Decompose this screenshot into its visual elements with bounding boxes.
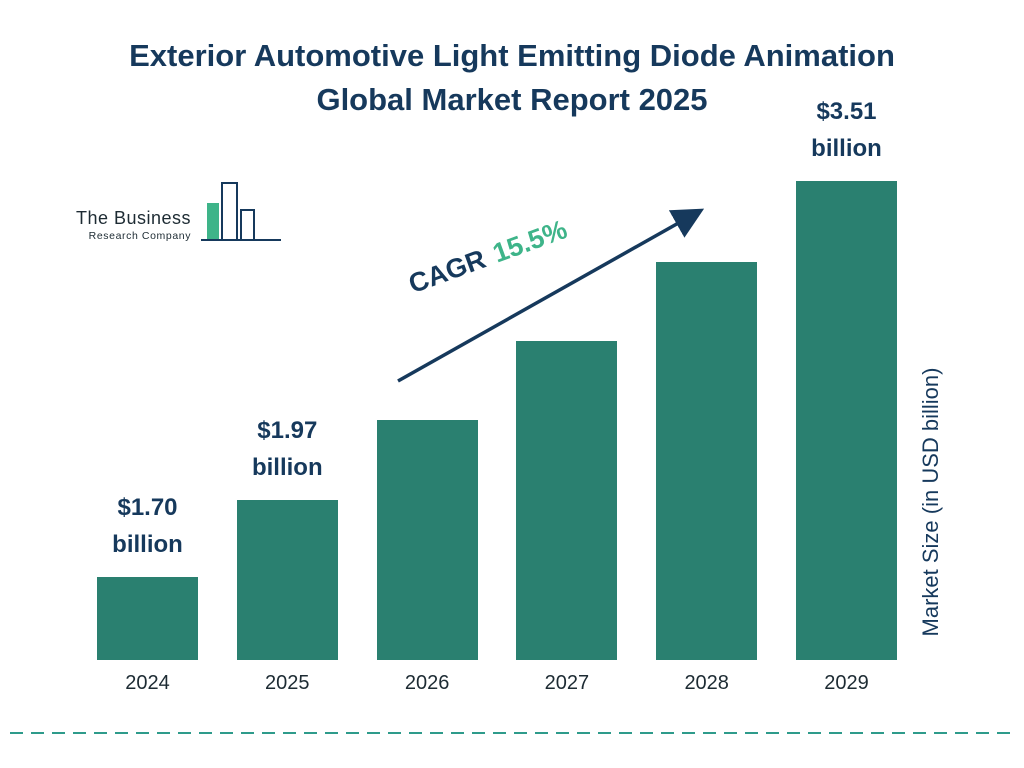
x-axis-label-2027: 2027	[544, 672, 590, 694]
bar-column-2029: $3.51 billion 2029	[795, 93, 897, 696]
bars-row: $1.70 billion 2024 $1.97 billion 2025 2026 2027…	[97, 93, 897, 696]
cagr-trend-arrow	[388, 196, 718, 396]
bar-column-2027: 2027	[516, 341, 618, 696]
bar-value-label-2025: $1.97 billion	[252, 412, 323, 486]
bar-column-2028: 2028	[656, 262, 758, 696]
bottom-dashed-line	[10, 732, 1014, 734]
page-title: Exterior Automotive Light Emitting Diode…	[0, 34, 1024, 122]
title-line2: Global Market Report 2025	[316, 82, 708, 118]
bar-value-amount: $3.51	[816, 97, 877, 125]
bar-2027	[516, 341, 618, 660]
x-axis-label-2026: 2026	[404, 672, 450, 694]
x-axis-label-2029: 2029	[824, 672, 869, 694]
bar-column-2026: 2026	[376, 420, 478, 696]
bar-value-unit: billion	[251, 453, 323, 481]
x-axis-label-2025: 2025	[265, 672, 310, 694]
bar-2028	[656, 262, 758, 660]
logo-text-line1: The Business	[76, 208, 192, 228]
company-logo: The Business Research Company	[76, 180, 283, 244]
x-axis-label-2028: 2028	[684, 672, 729, 694]
bar-value-amount: $1.70	[117, 493, 178, 521]
logo-bars-icon	[201, 182, 282, 241]
x-axis-label-2024: 2024	[125, 672, 170, 694]
bar-column-2024: $1.70 billion 2024	[97, 489, 198, 696]
bar-value-label-2029: $3.51 billion	[811, 93, 882, 167]
logo-text-line2: Research Company	[88, 230, 192, 242]
title-line1: Exterior Automotive Light Emitting Diode…	[129, 38, 895, 73]
y-axis-label: Market Size (in USD billion)	[918, 367, 943, 637]
bar-value-unit: billion	[811, 134, 882, 162]
bar-2025	[236, 500, 338, 660]
logo-text: The Business Research Company	[76, 208, 191, 244]
bar-value-amount: $1.97	[257, 416, 318, 444]
bar-2026	[376, 420, 478, 660]
bar-2029	[795, 181, 897, 660]
bar-2024	[97, 577, 198, 660]
bar-value-unit: billion	[112, 530, 183, 558]
bar-value-label-2024: $1.70 billion	[112, 489, 183, 563]
bar-column-2025: $1.97 billion 2025	[236, 412, 338, 696]
